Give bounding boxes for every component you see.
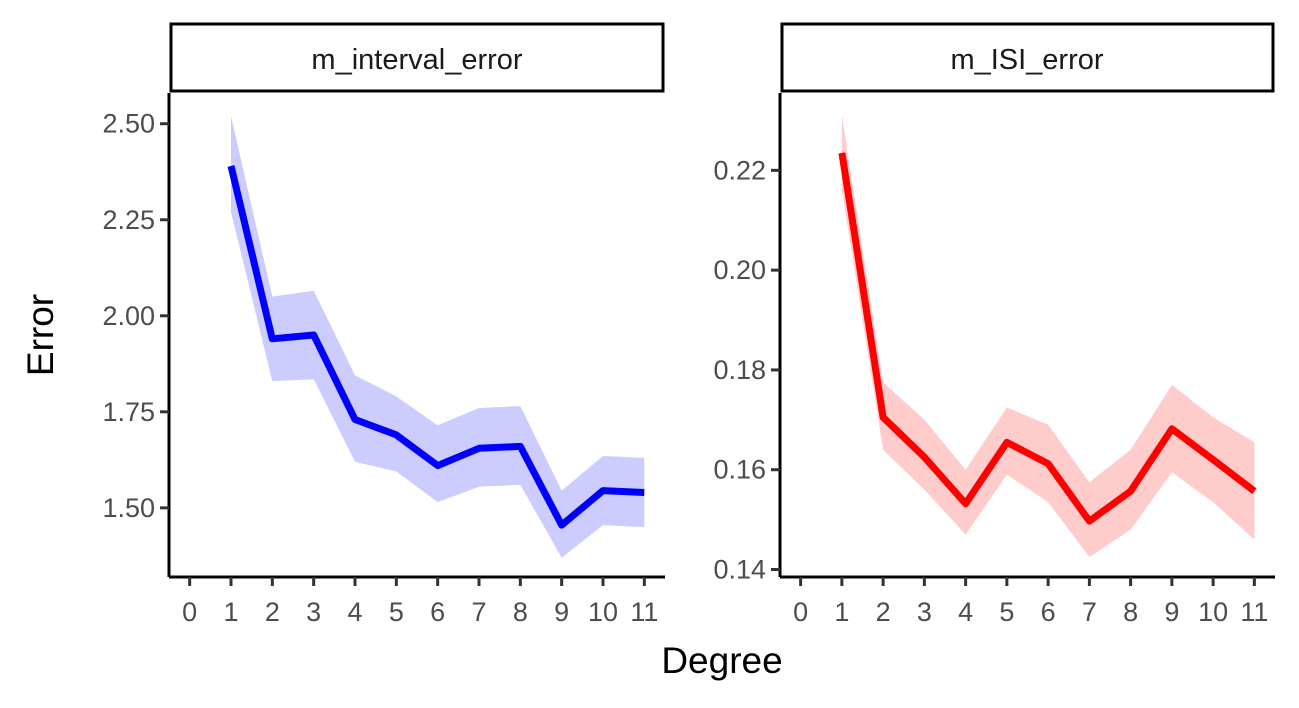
x-axis-title: Degree bbox=[661, 640, 782, 681]
y-tick-label: 0.18 bbox=[713, 355, 766, 385]
x-tick-label: 5 bbox=[389, 597, 404, 627]
y-tick-label: 2.25 bbox=[102, 205, 155, 235]
x-tick-label: 10 bbox=[588, 597, 618, 627]
confidence-ribbon bbox=[841, 115, 1255, 557]
y-tick-label: 1.50 bbox=[102, 493, 155, 523]
x-tick-label: 1 bbox=[223, 597, 238, 627]
strip-label: m_interval_error bbox=[311, 44, 522, 76]
y-tick-label: 0.20 bbox=[713, 255, 766, 285]
x-tick-label: 1 bbox=[834, 597, 849, 627]
y-tick-label: 0.16 bbox=[713, 455, 766, 485]
x-tick-label: 7 bbox=[1082, 597, 1097, 627]
series-line bbox=[227, 165, 645, 529]
y-axis-title: Error bbox=[20, 294, 61, 376]
x-tick-label: 11 bbox=[1240, 597, 1268, 627]
strip-label: m_ISI_error bbox=[950, 44, 1103, 76]
x-tick-label: 2 bbox=[265, 597, 280, 627]
x-tick-label: 8 bbox=[513, 597, 528, 627]
x-tick-label: 9 bbox=[554, 597, 569, 627]
y-tick-label: 2.50 bbox=[102, 109, 155, 139]
x-tick-label: 5 bbox=[999, 597, 1014, 627]
y-tick-label: 0.14 bbox=[713, 555, 766, 585]
x-tick-label: 8 bbox=[1123, 597, 1138, 627]
x-tick-label: 2 bbox=[876, 597, 891, 627]
x-tick-label: 6 bbox=[1041, 597, 1056, 627]
strip-box bbox=[780, 22, 1275, 93]
x-tick-label: 0 bbox=[182, 597, 197, 627]
strip-box bbox=[169, 22, 665, 93]
x-tick-label: 11 bbox=[630, 597, 658, 627]
x-tick-label: 4 bbox=[958, 597, 973, 627]
y-tick-label: 0.22 bbox=[713, 155, 766, 185]
x-tick-label: 0 bbox=[793, 597, 808, 627]
y-tick-label: 1.75 bbox=[102, 397, 155, 427]
series-line bbox=[838, 152, 1257, 525]
x-tick-label: 6 bbox=[430, 597, 445, 627]
x-tick-label: 9 bbox=[1164, 597, 1179, 627]
x-tick-label: 7 bbox=[471, 597, 486, 627]
x-tick-label: 10 bbox=[1198, 597, 1228, 627]
y-tick-label: 2.00 bbox=[102, 301, 155, 331]
x-tick-label: 4 bbox=[347, 597, 362, 627]
x-tick-label: 3 bbox=[917, 597, 932, 627]
x-tick-label: 3 bbox=[306, 597, 321, 627]
